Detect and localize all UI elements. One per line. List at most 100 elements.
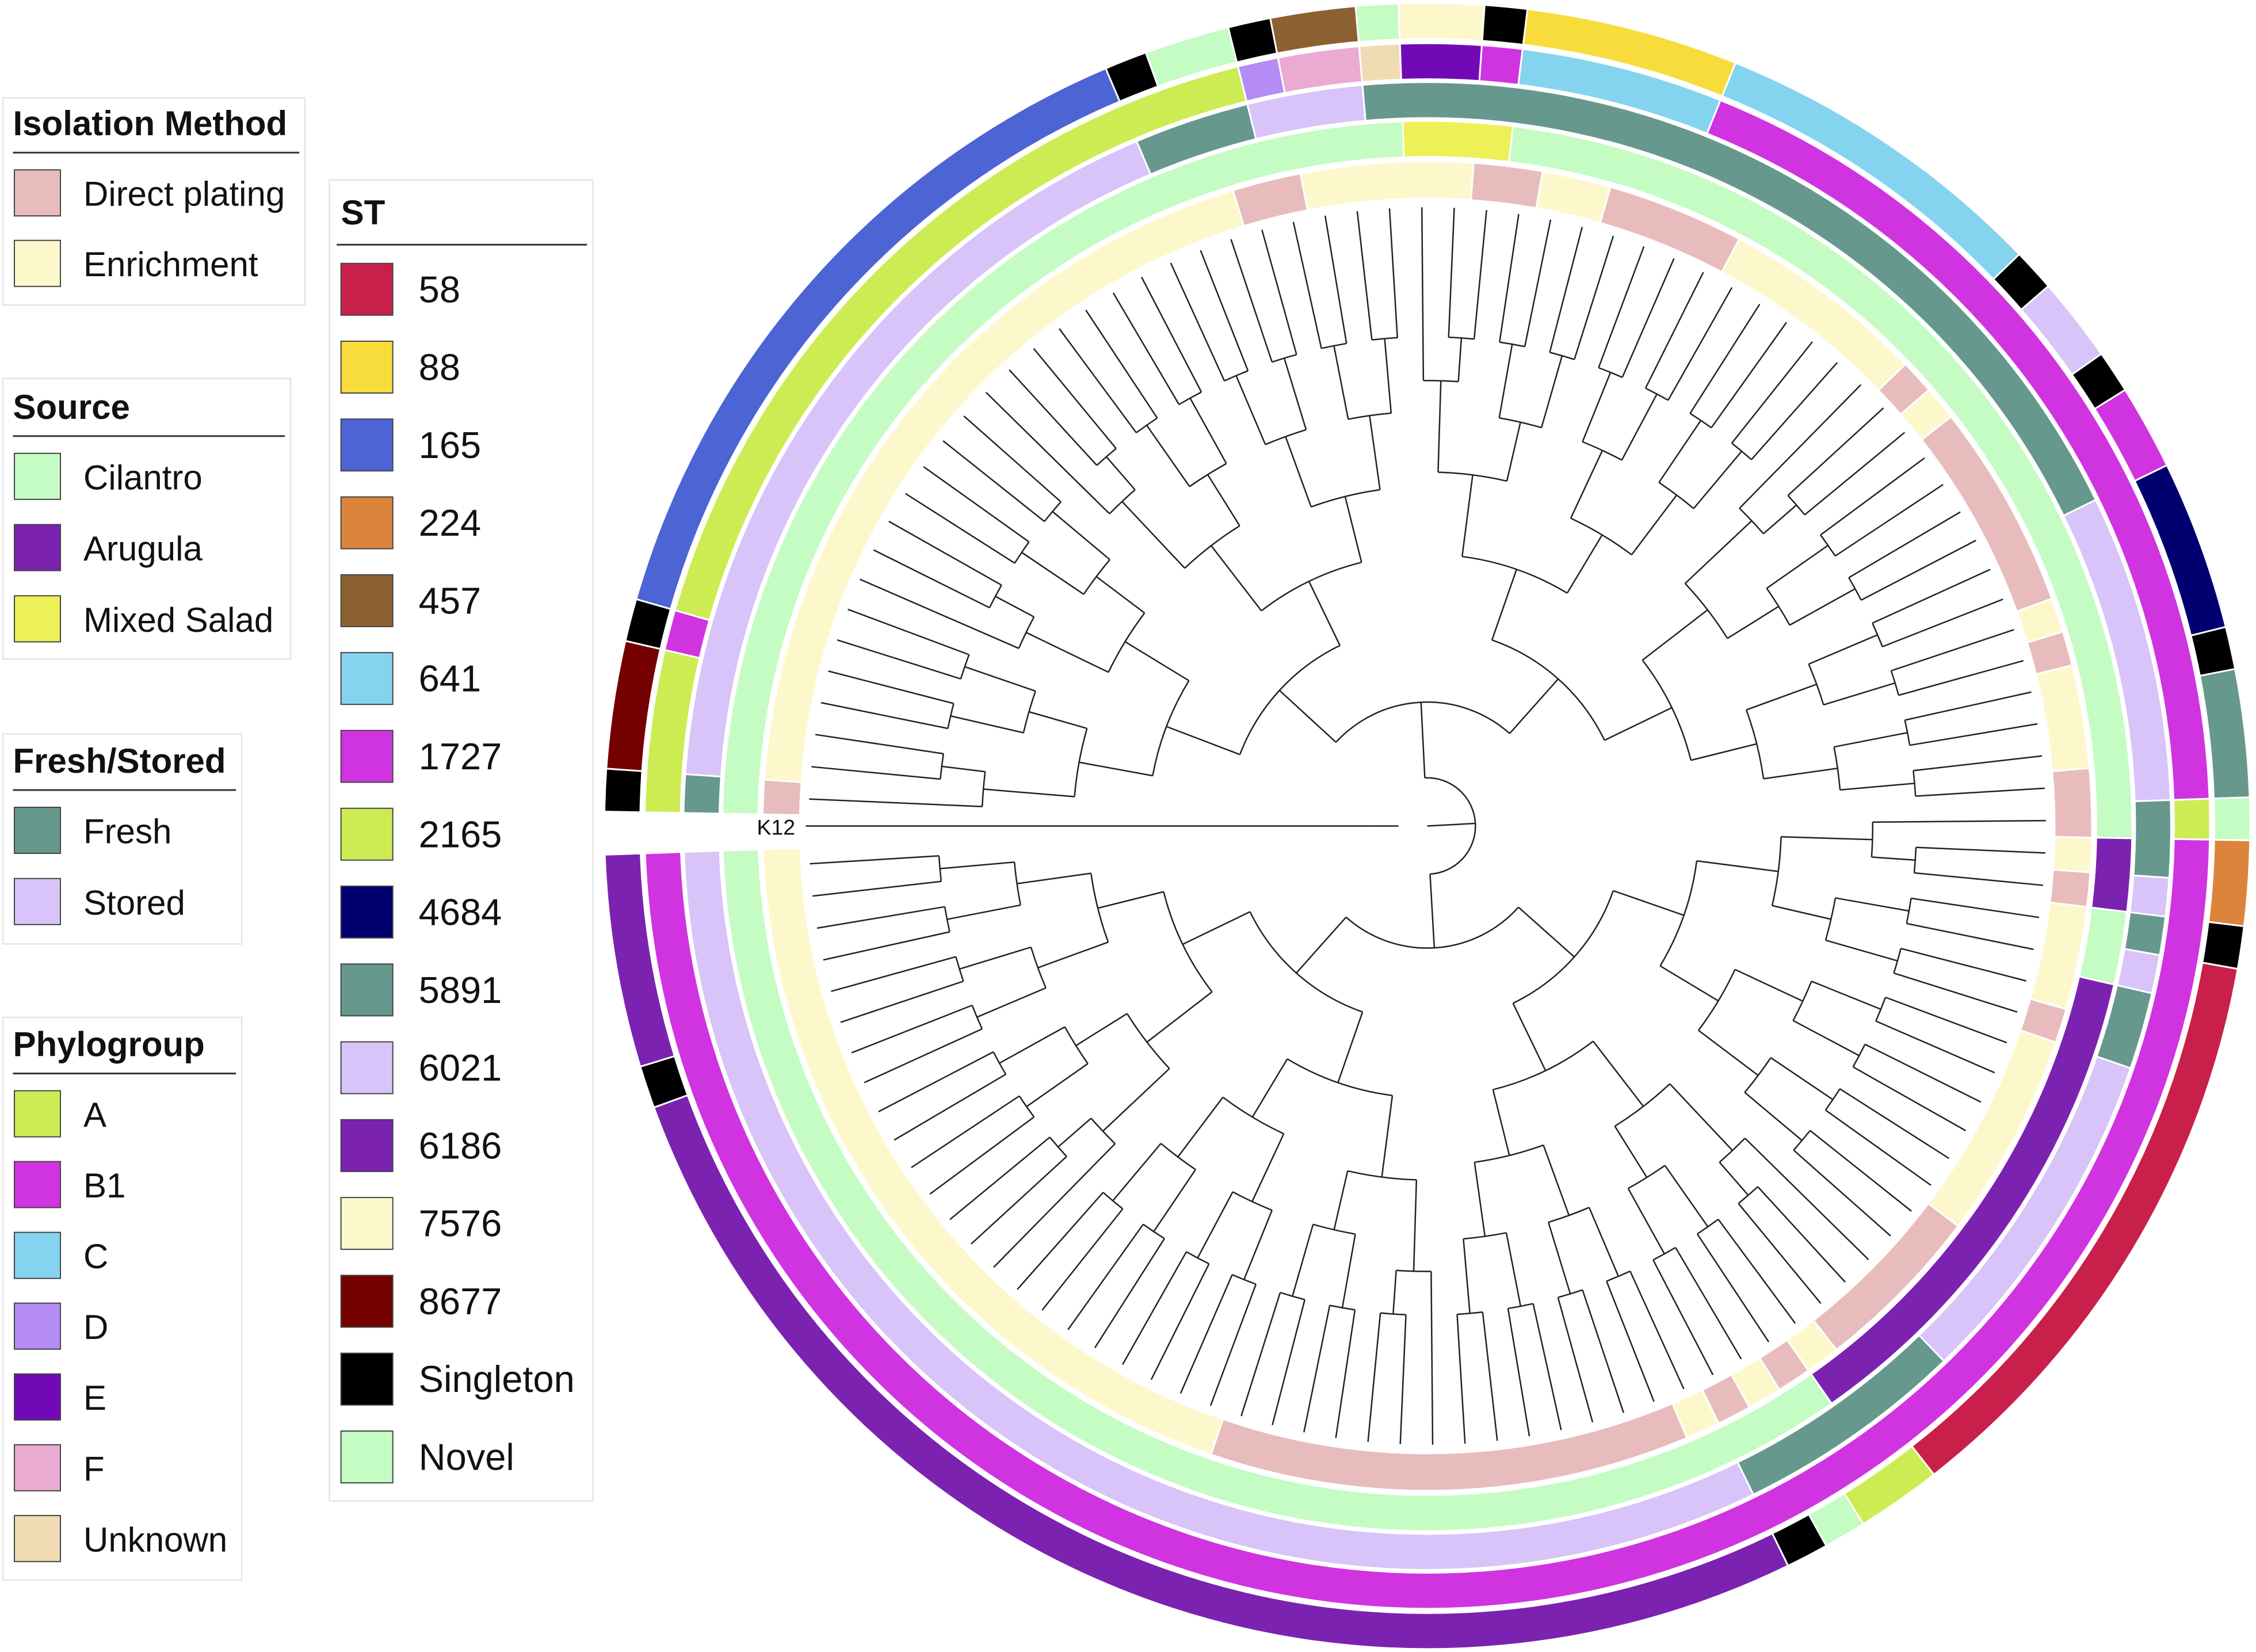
legend-swatch xyxy=(340,1119,394,1172)
tree-branch xyxy=(1303,1305,1331,1433)
tree-branch xyxy=(1875,1020,1995,1074)
tree-branch xyxy=(1557,1297,1594,1423)
tree-branch xyxy=(1731,341,1813,444)
legend-label: 165 xyxy=(419,424,481,466)
ring-segment-phylogroup xyxy=(644,838,2211,1610)
tree-branch xyxy=(1285,436,1312,508)
tree-branch xyxy=(1566,534,1603,594)
tree-branch xyxy=(1789,588,1856,626)
ring-segment-fresh-stored xyxy=(2132,799,2172,879)
tree-branch xyxy=(1549,227,1583,353)
tree-branch-arc xyxy=(1731,442,1752,460)
tree-branch xyxy=(1631,494,1678,555)
legend-fresh-stored: Fresh/Stored Fresh Stored xyxy=(2,733,243,945)
ring-segment-isolation xyxy=(1299,160,1475,212)
legend-item: Direct plating xyxy=(14,169,285,217)
tree-branch-arc xyxy=(1022,690,1036,733)
tree-branch-arc xyxy=(1102,1192,1124,1210)
tree-branch-arc xyxy=(1380,1312,1406,1316)
legend-label: 88 xyxy=(419,346,460,388)
tree-branch xyxy=(1189,398,1227,464)
tree-branch xyxy=(1491,569,1518,640)
legend-swatch xyxy=(14,239,62,287)
legend-source: Source Cilantro Arugula Mixed Salad xyxy=(2,377,292,660)
ring-segment-phylogroup xyxy=(1399,42,1483,82)
tree-branch xyxy=(1727,605,1780,639)
legend-label: Stored xyxy=(83,883,185,922)
tree-branch-arc xyxy=(1423,380,1459,383)
ring-segment-st xyxy=(604,852,676,1068)
tree-branch xyxy=(1021,552,1085,595)
tree-branch xyxy=(1621,394,1658,461)
tree-branch xyxy=(1278,689,1337,743)
legend-swatch xyxy=(340,1430,394,1484)
legend-item: 5891 xyxy=(340,963,502,1017)
legend-swatch xyxy=(14,1231,62,1279)
ring-st xyxy=(603,2,2251,1650)
tree-root xyxy=(1427,822,1476,827)
tree-branch-arc xyxy=(1499,341,1525,348)
tree-branch xyxy=(888,520,1002,586)
tree-branch xyxy=(1463,1238,1471,1314)
legend-item: Cilantro xyxy=(14,452,203,500)
tree-branch xyxy=(1906,922,2034,951)
tree-branch xyxy=(1811,980,1881,1010)
tree-branch xyxy=(1333,1170,1349,1230)
tree-branch-arc xyxy=(1030,947,1047,989)
legend-item: Singleton xyxy=(340,1352,575,1406)
legend-item: 165 xyxy=(340,418,481,472)
ring-segment-isolation xyxy=(762,846,1224,1456)
ring-segment-phylogroup xyxy=(1236,56,1286,103)
tree-branch xyxy=(1509,678,1559,734)
tree-branch-arc xyxy=(1606,1271,1631,1282)
legend-item: 6021 xyxy=(340,1041,502,1094)
tree-branch xyxy=(1105,456,1136,491)
legend-swatch xyxy=(340,652,394,705)
legend-label: 224 xyxy=(419,502,481,544)
tree-branch xyxy=(1900,948,2026,982)
tree-branch-arc xyxy=(1083,559,1110,595)
legend-item: 641 xyxy=(340,652,481,705)
tree-branch-arc xyxy=(1312,1223,1356,1235)
legend-label: 1727 xyxy=(419,735,502,777)
tree-branch xyxy=(995,596,1035,618)
tree-branch-arc xyxy=(1064,1027,1089,1065)
legend-item: A xyxy=(14,1090,106,1138)
tree-branch xyxy=(1324,215,1348,344)
tree-branch xyxy=(1772,905,1831,920)
tree-branch-arc xyxy=(1160,1143,1196,1170)
tree-branch xyxy=(1861,539,1976,601)
ring-segment-st xyxy=(2190,625,2236,677)
tree-branch xyxy=(1146,991,1213,1043)
tree-branch xyxy=(1079,761,1153,777)
tree-branch-arc xyxy=(1491,639,1605,741)
tree-branch xyxy=(1532,1303,1562,1430)
tree-branch xyxy=(1613,890,1685,916)
legend-label: C xyxy=(83,1237,108,1276)
tree-branch xyxy=(1200,250,1249,371)
ring-segment-fresh-stored xyxy=(2129,874,2170,918)
legend-item: E xyxy=(14,1373,106,1421)
legend-swatch xyxy=(14,1302,62,1350)
tree-branch xyxy=(1124,641,1190,681)
legend-label: 8677 xyxy=(419,1280,502,1322)
tree-branch xyxy=(1606,1281,1655,1402)
legend-item: Arugula xyxy=(14,524,203,571)
tree-branch xyxy=(1235,375,1266,445)
tree-branch xyxy=(976,987,1047,1018)
tree-branch xyxy=(1341,1234,1356,1308)
phylogenetic-tree xyxy=(806,207,2046,1445)
tree-branch xyxy=(1543,1144,1570,1216)
tree-branch xyxy=(820,701,948,730)
ring-segment-st xyxy=(2207,838,2251,928)
tree-branch xyxy=(1689,303,1761,414)
tree-branch-arc xyxy=(1224,370,1249,381)
tree-branch-arc xyxy=(1904,720,1911,746)
legend-label: 58 xyxy=(419,268,460,310)
tree-branch xyxy=(1251,1133,1285,1202)
legend-title: Fresh/Stored xyxy=(13,742,226,780)
legend-label: Enrichment xyxy=(83,245,258,284)
tree-branch xyxy=(1058,1117,1092,1148)
